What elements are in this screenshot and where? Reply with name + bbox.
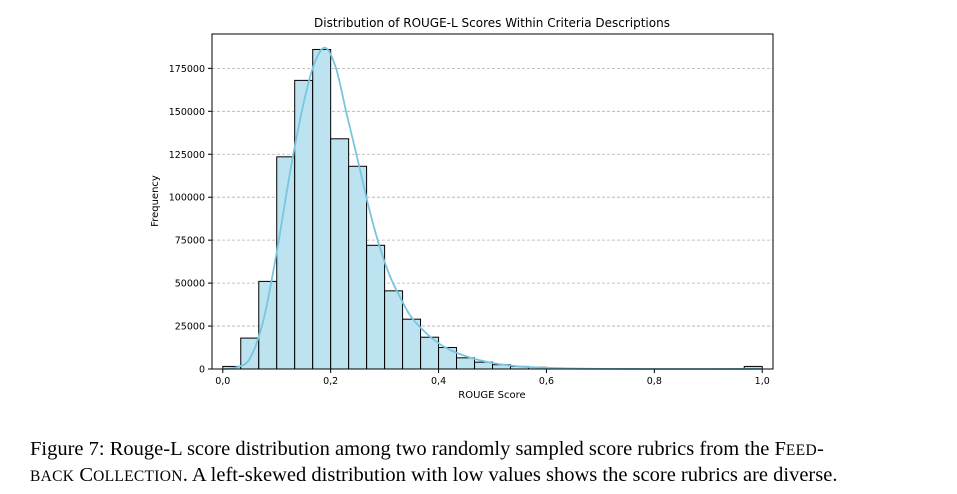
plot-frame: [211, 33, 774, 370]
y-tick-label: 150000: [169, 107, 205, 118]
x-tick-label: 0,6: [539, 376, 554, 387]
caption-text-before: Rouge-L score distribution among two ran…: [109, 438, 770, 460]
histogram-bar: [384, 290, 404, 370]
y-tick-label: 75000: [175, 236, 205, 247]
histogram-bar: [312, 48, 332, 370]
caption-hyphen: -: [816, 438, 824, 460]
caption-sc-first-1: F: [774, 438, 786, 460]
y-tick-label: 175000: [169, 64, 205, 75]
y-tick-label: 50000: [175, 279, 205, 290]
y-tick-label: 100000: [169, 193, 205, 204]
y-axis-label: Frequency: [150, 175, 161, 227]
x-tick-label: 0,2: [323, 376, 338, 387]
histogram-chart: Distribution of ROUGE-L Scores Within Cr…: [150, 16, 774, 401]
figure-caption: Figure 7: Rouge-L score distribution amo…: [30, 437, 940, 489]
x-tick-label: 0,8: [647, 376, 662, 387]
y-tick-label: 125000: [169, 150, 205, 161]
x-tick-label: 1,0: [755, 376, 770, 387]
x-tick-label: 0,0: [215, 376, 230, 387]
grid-layer: [212, 67, 773, 327]
ticks-layer: 0,0 0,2 0,4 0,6 0,8 1,0 0 25000 50000 75000 100000…: [169, 64, 770, 387]
caption-sc-rest-2: BACK: [30, 468, 75, 485]
histogram-bar: [402, 318, 422, 370]
caption-label: Figure 7:: [30, 438, 105, 460]
chart-title: Distribution of ROUGE-L Scores Within Cr…: [314, 16, 670, 30]
y-tick-label: 0: [199, 365, 205, 376]
bars-layer: [222, 48, 763, 370]
x-axis-label: ROUGE Score: [458, 390, 525, 401]
caption-text-after: . A left-skewed distribution with low va…: [182, 464, 838, 486]
caption-sc-first-2: C: [79, 464, 94, 486]
histogram-bar: [456, 357, 475, 370]
histogram-bar: [348, 165, 368, 370]
histogram-bar: [294, 79, 314, 370]
caption-sc-rest-1: EED: [785, 442, 817, 459]
histogram-bar: [366, 244, 386, 370]
caption-sc-rest-3: OLLECTION: [93, 468, 183, 485]
x-tick-label: 0,4: [431, 376, 446, 387]
histogram-bar: [330, 138, 350, 370]
y-tick-label: 25000: [175, 322, 205, 333]
histogram-bar: [276, 156, 296, 370]
